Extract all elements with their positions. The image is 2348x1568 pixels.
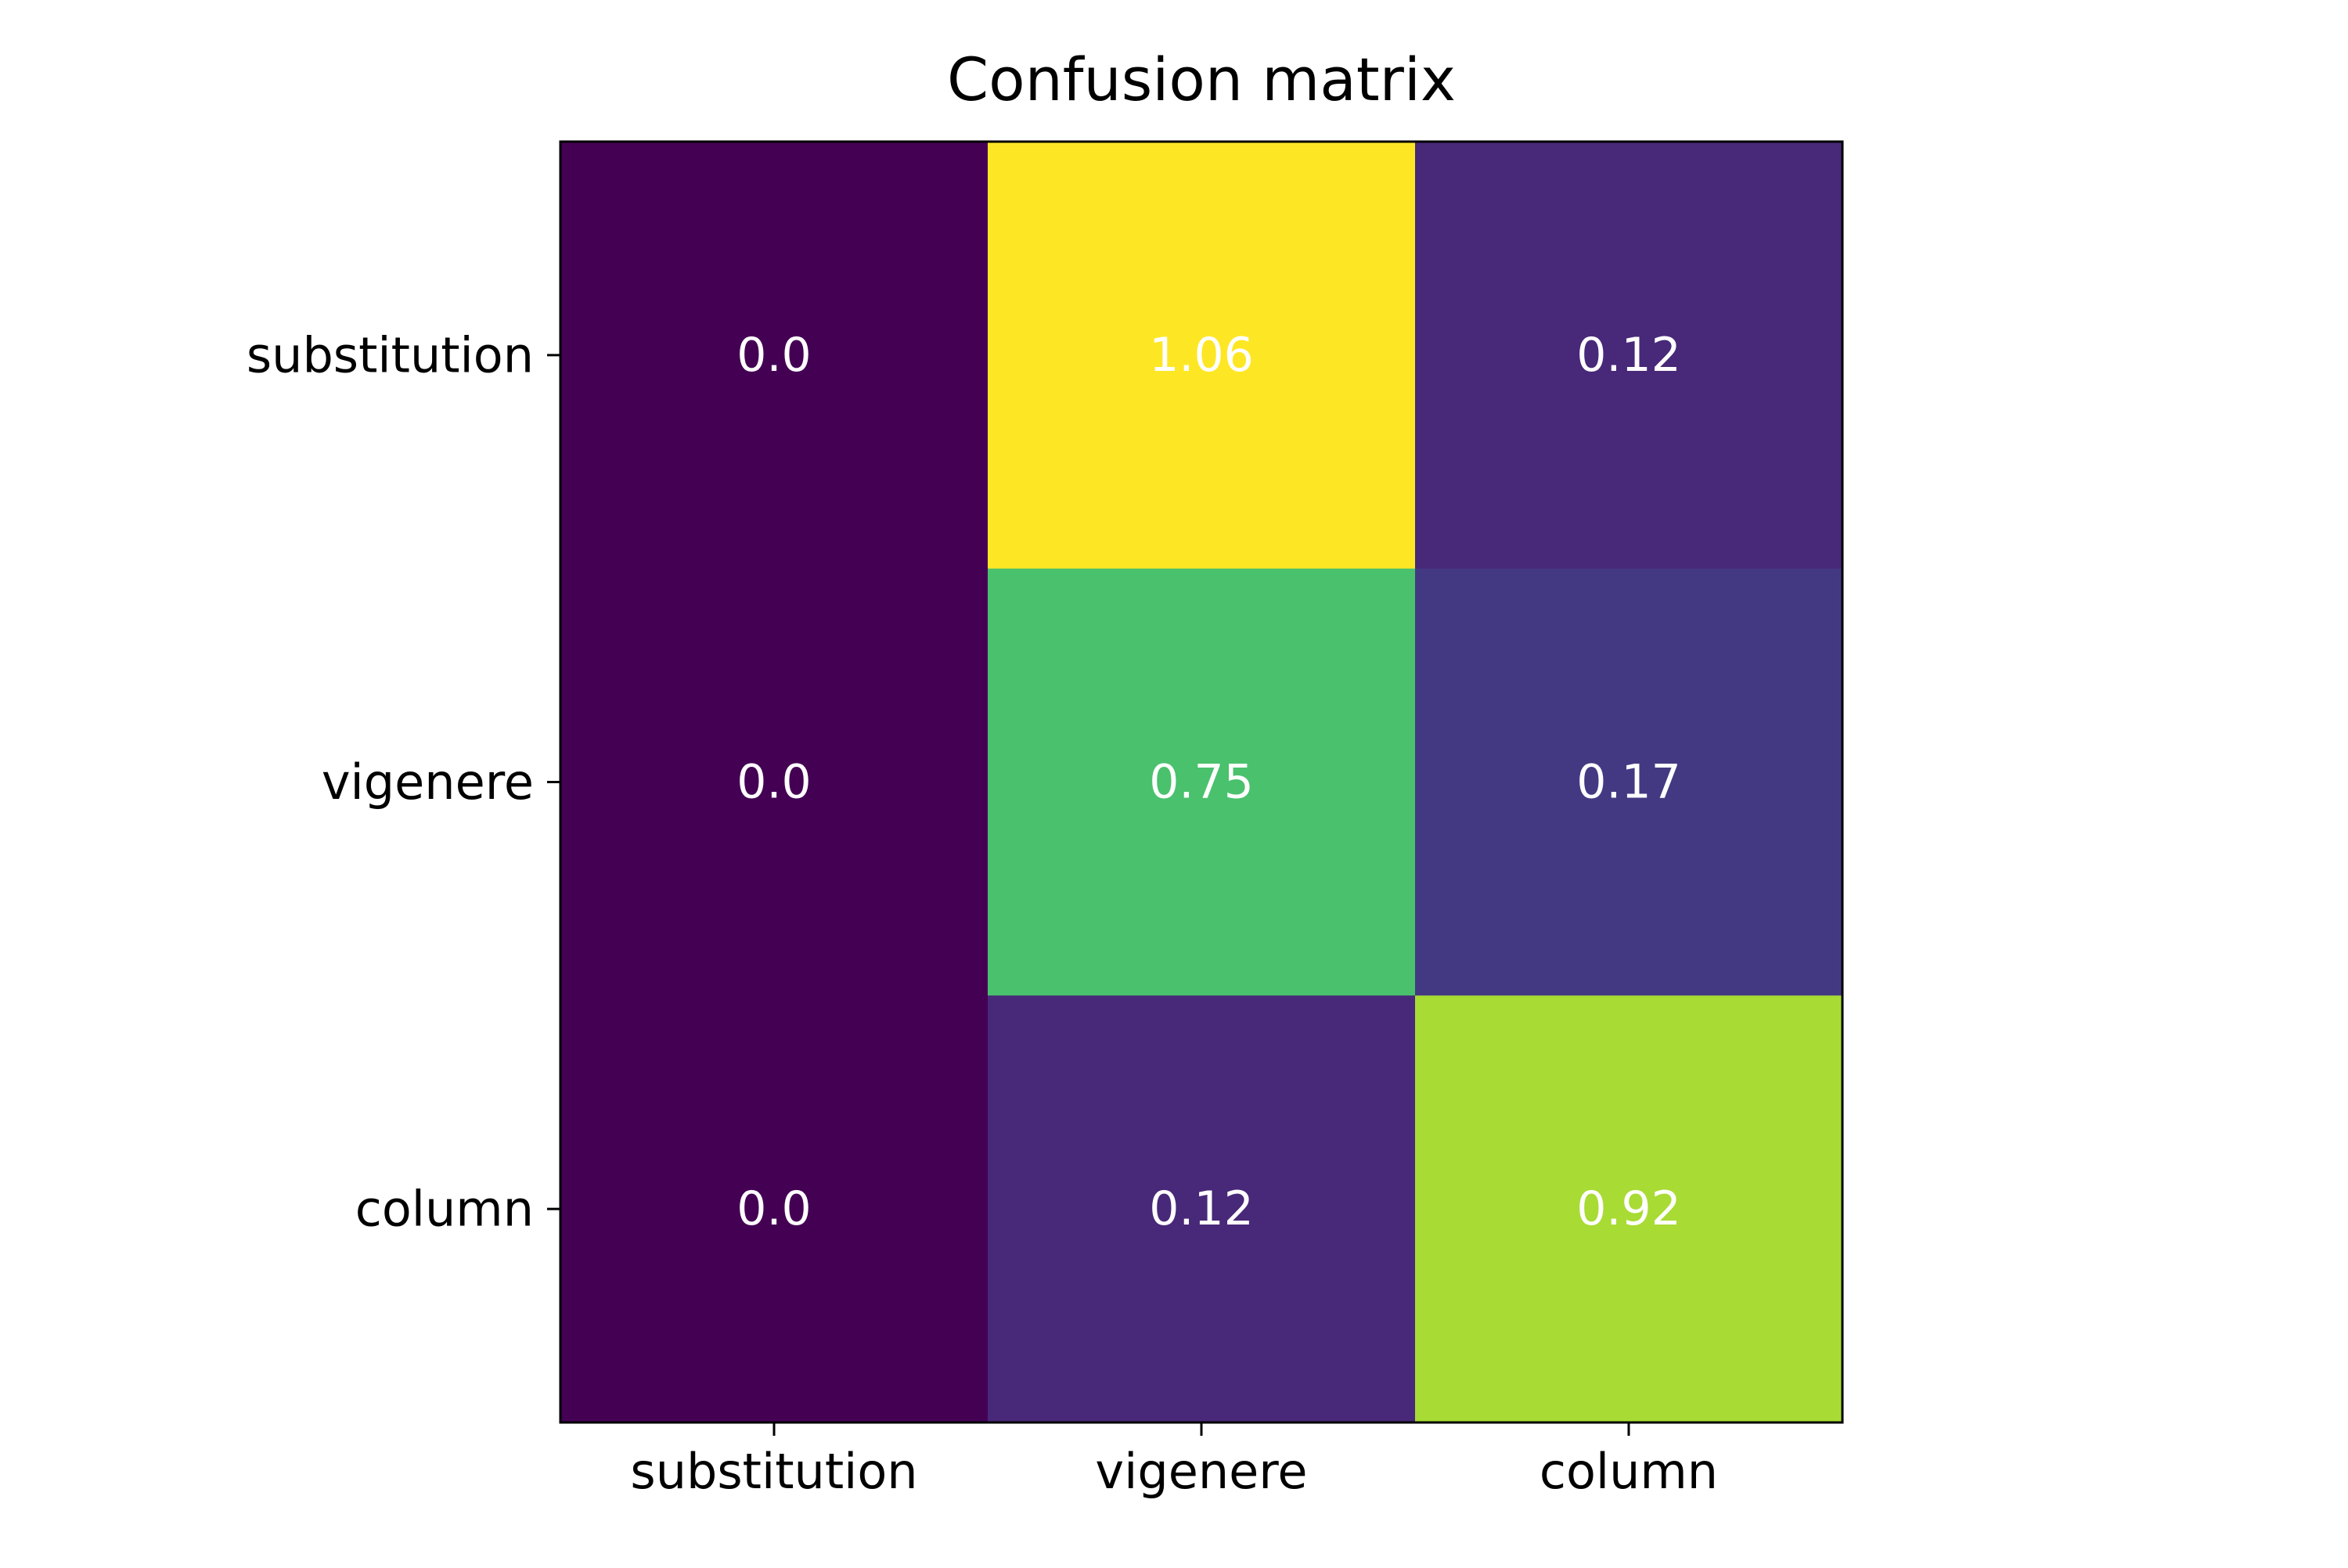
heatmap-cell-r0-c2	[1415, 142, 1843, 570]
plot-frame	[559, 140, 1844, 1424]
heatmap-cells	[560, 142, 1843, 1423]
heatmap-cell-labels: 0.0 1.06 0.12 0.0 0.75 0.17 0.0 0.12 0.92	[736, 328, 1681, 1236]
cell-label-r1-c0: 0.0	[736, 755, 811, 810]
cell-label-r1-c2: 0.17	[1576, 755, 1681, 810]
x-axis: substitution vigenere column	[630, 1422, 1718, 1500]
y-tick-label-0: substitution	[247, 326, 534, 383]
heatmap-cell-r0-c1	[988, 142, 1416, 570]
y-tick-label-1: vigenere	[322, 753, 534, 811]
cell-label-r0-c0: 0.0	[736, 328, 811, 383]
heatmap-cell-r2-c1	[988, 995, 1416, 1423]
x-tick-label-0: substitution	[630, 1443, 917, 1500]
chart-title: Confusion matrix	[947, 45, 1456, 114]
heatmap-cell-r1-c0	[560, 568, 989, 996]
cell-label-r0-c1: 1.06	[1149, 328, 1254, 383]
cell-label-r2-c0: 0.0	[736, 1181, 811, 1236]
heatmap-cell-r0-c0	[560, 142, 989, 570]
x-tick-label-1: vigenere	[1095, 1443, 1307, 1500]
heatmap-cell-r2-c2	[1415, 995, 1843, 1423]
heatmap-cell-r1-c2	[1415, 568, 1843, 996]
y-tick-label-2: column	[355, 1181, 534, 1238]
cell-label-r2-c1: 0.12	[1149, 1181, 1254, 1236]
cell-label-r2-c2: 0.92	[1576, 1181, 1681, 1236]
cell-label-r1-c1: 0.75	[1149, 755, 1254, 810]
heatmap-cell-r1-c1	[988, 568, 1416, 996]
heatmap-cell-r2-c0	[560, 995, 989, 1423]
cell-label-r0-c2: 0.12	[1576, 328, 1681, 383]
y-axis: substitution vigenere column	[247, 326, 560, 1238]
x-tick-label-2: column	[1540, 1443, 1718, 1500]
